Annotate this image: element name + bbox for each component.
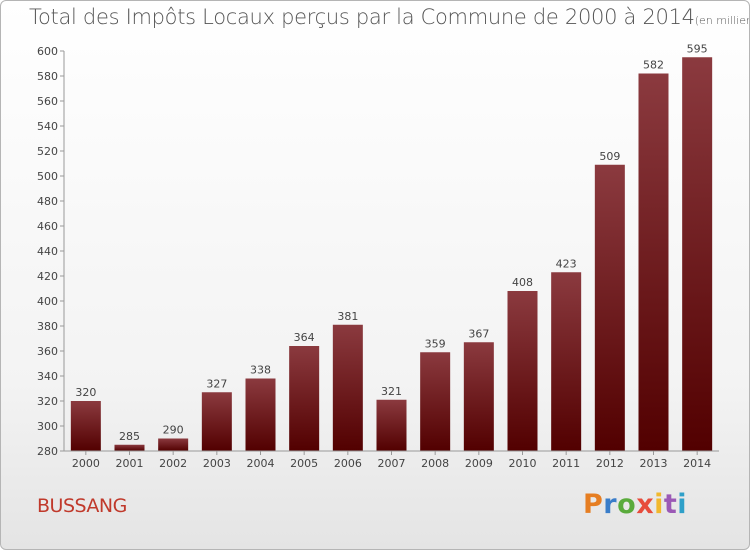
y-axis: 280 300 320 340 360 380 400 420 440 460 480 500 520 5… bbox=[37, 45, 65, 458]
logo-letter: o bbox=[617, 489, 637, 520]
bar bbox=[332, 324, 363, 451]
y-tick-label: 500 bbox=[37, 170, 58, 183]
bar-value-label: 423 bbox=[556, 257, 577, 270]
bar bbox=[289, 346, 320, 451]
x-tick-label: 2010 bbox=[509, 457, 537, 470]
bar bbox=[114, 444, 145, 451]
logo-letter: P bbox=[583, 489, 604, 520]
bar-value-label: 509 bbox=[599, 150, 620, 163]
x-tick-label: 2003 bbox=[203, 457, 231, 470]
bar bbox=[682, 57, 713, 451]
logo-letter: i bbox=[677, 489, 688, 520]
bar bbox=[507, 291, 538, 451]
bar bbox=[245, 378, 276, 451]
bar bbox=[420, 352, 451, 451]
x-tick-label: 2011 bbox=[552, 457, 580, 470]
x-tick-label: 2008 bbox=[421, 457, 449, 470]
y-tick-label: 600 bbox=[37, 45, 58, 58]
bar-value-label: 364 bbox=[294, 331, 315, 344]
bar-value-label: 338 bbox=[250, 364, 271, 377]
bar bbox=[158, 438, 189, 451]
bars: 320 285 290 327 338 364 381 321 359 367 408 423 509 5… bbox=[70, 42, 713, 451]
x-tick-label: 2014 bbox=[683, 457, 711, 470]
bar-value-label: 327 bbox=[206, 377, 227, 390]
y-tick-label: 560 bbox=[37, 95, 58, 108]
y-tick-label: 460 bbox=[37, 220, 58, 233]
x-tick-label: 2006 bbox=[334, 457, 362, 470]
y-tick-label: 480 bbox=[37, 195, 58, 208]
bar-value-label: 595 bbox=[687, 42, 708, 55]
bar-value-label: 582 bbox=[643, 59, 664, 72]
x-tick-label: 2002 bbox=[159, 457, 187, 470]
bar bbox=[70, 401, 101, 451]
x-tick-label: 2005 bbox=[290, 457, 318, 470]
y-tick-label: 420 bbox=[37, 270, 58, 283]
logo-letter: i bbox=[654, 489, 664, 520]
bar bbox=[376, 399, 407, 451]
bar-value-label: 321 bbox=[381, 385, 402, 398]
y-tick-label: 320 bbox=[37, 395, 58, 408]
logo-letter: t bbox=[663, 489, 678, 520]
y-tick-label: 540 bbox=[37, 120, 58, 133]
x-tick-label: 2012 bbox=[596, 457, 624, 470]
x-tick-label: 2007 bbox=[378, 457, 406, 470]
x-tick-label: 2013 bbox=[640, 457, 668, 470]
bar-value-label: 320 bbox=[75, 386, 96, 399]
x-tick-label: 2001 bbox=[116, 457, 144, 470]
y-tick-label: 520 bbox=[37, 145, 58, 158]
bar-value-label: 359 bbox=[425, 337, 446, 350]
logo-letter: x bbox=[636, 489, 655, 520]
y-tick-label: 300 bbox=[37, 420, 58, 433]
bar bbox=[201, 392, 232, 451]
x-tick-label: 2004 bbox=[247, 457, 275, 470]
y-tick-label: 340 bbox=[37, 370, 58, 383]
bar-value-label: 381 bbox=[337, 310, 358, 323]
x-tick-label: 2009 bbox=[465, 457, 493, 470]
y-tick-label: 360 bbox=[37, 345, 58, 358]
proxiti-logo: Proxiti bbox=[583, 489, 687, 520]
bar-value-label: 408 bbox=[512, 276, 533, 289]
bar-value-label: 290 bbox=[163, 424, 184, 437]
title-text: Total des Impôts Locaux perçus par la Co… bbox=[29, 5, 695, 29]
logo-letter: r bbox=[603, 489, 618, 520]
bar bbox=[594, 164, 625, 451]
bar bbox=[638, 73, 669, 451]
unit-label: (en milliers d'€) bbox=[694, 14, 749, 27]
y-tick-label: 280 bbox=[37, 445, 58, 458]
bar bbox=[463, 342, 494, 451]
bar-value-label: 285 bbox=[119, 430, 140, 443]
bar-value-label: 367 bbox=[468, 327, 489, 340]
bar bbox=[551, 272, 582, 451]
chart-title: Total des Impôts Locaux perçus par la Co… bbox=[29, 5, 749, 29]
commune-name: BUSSANG bbox=[37, 495, 127, 517]
x-axis: 2000 2001 2002 2003 2004 2005 2006 2007 2008 2009… bbox=[64, 450, 719, 470]
x-tick-label: 2000 bbox=[72, 457, 100, 470]
y-tick-label: 400 bbox=[37, 295, 58, 308]
y-tick-label: 380 bbox=[37, 320, 58, 333]
y-tick-label: 580 bbox=[37, 70, 58, 83]
y-tick-label: 440 bbox=[37, 245, 58, 258]
